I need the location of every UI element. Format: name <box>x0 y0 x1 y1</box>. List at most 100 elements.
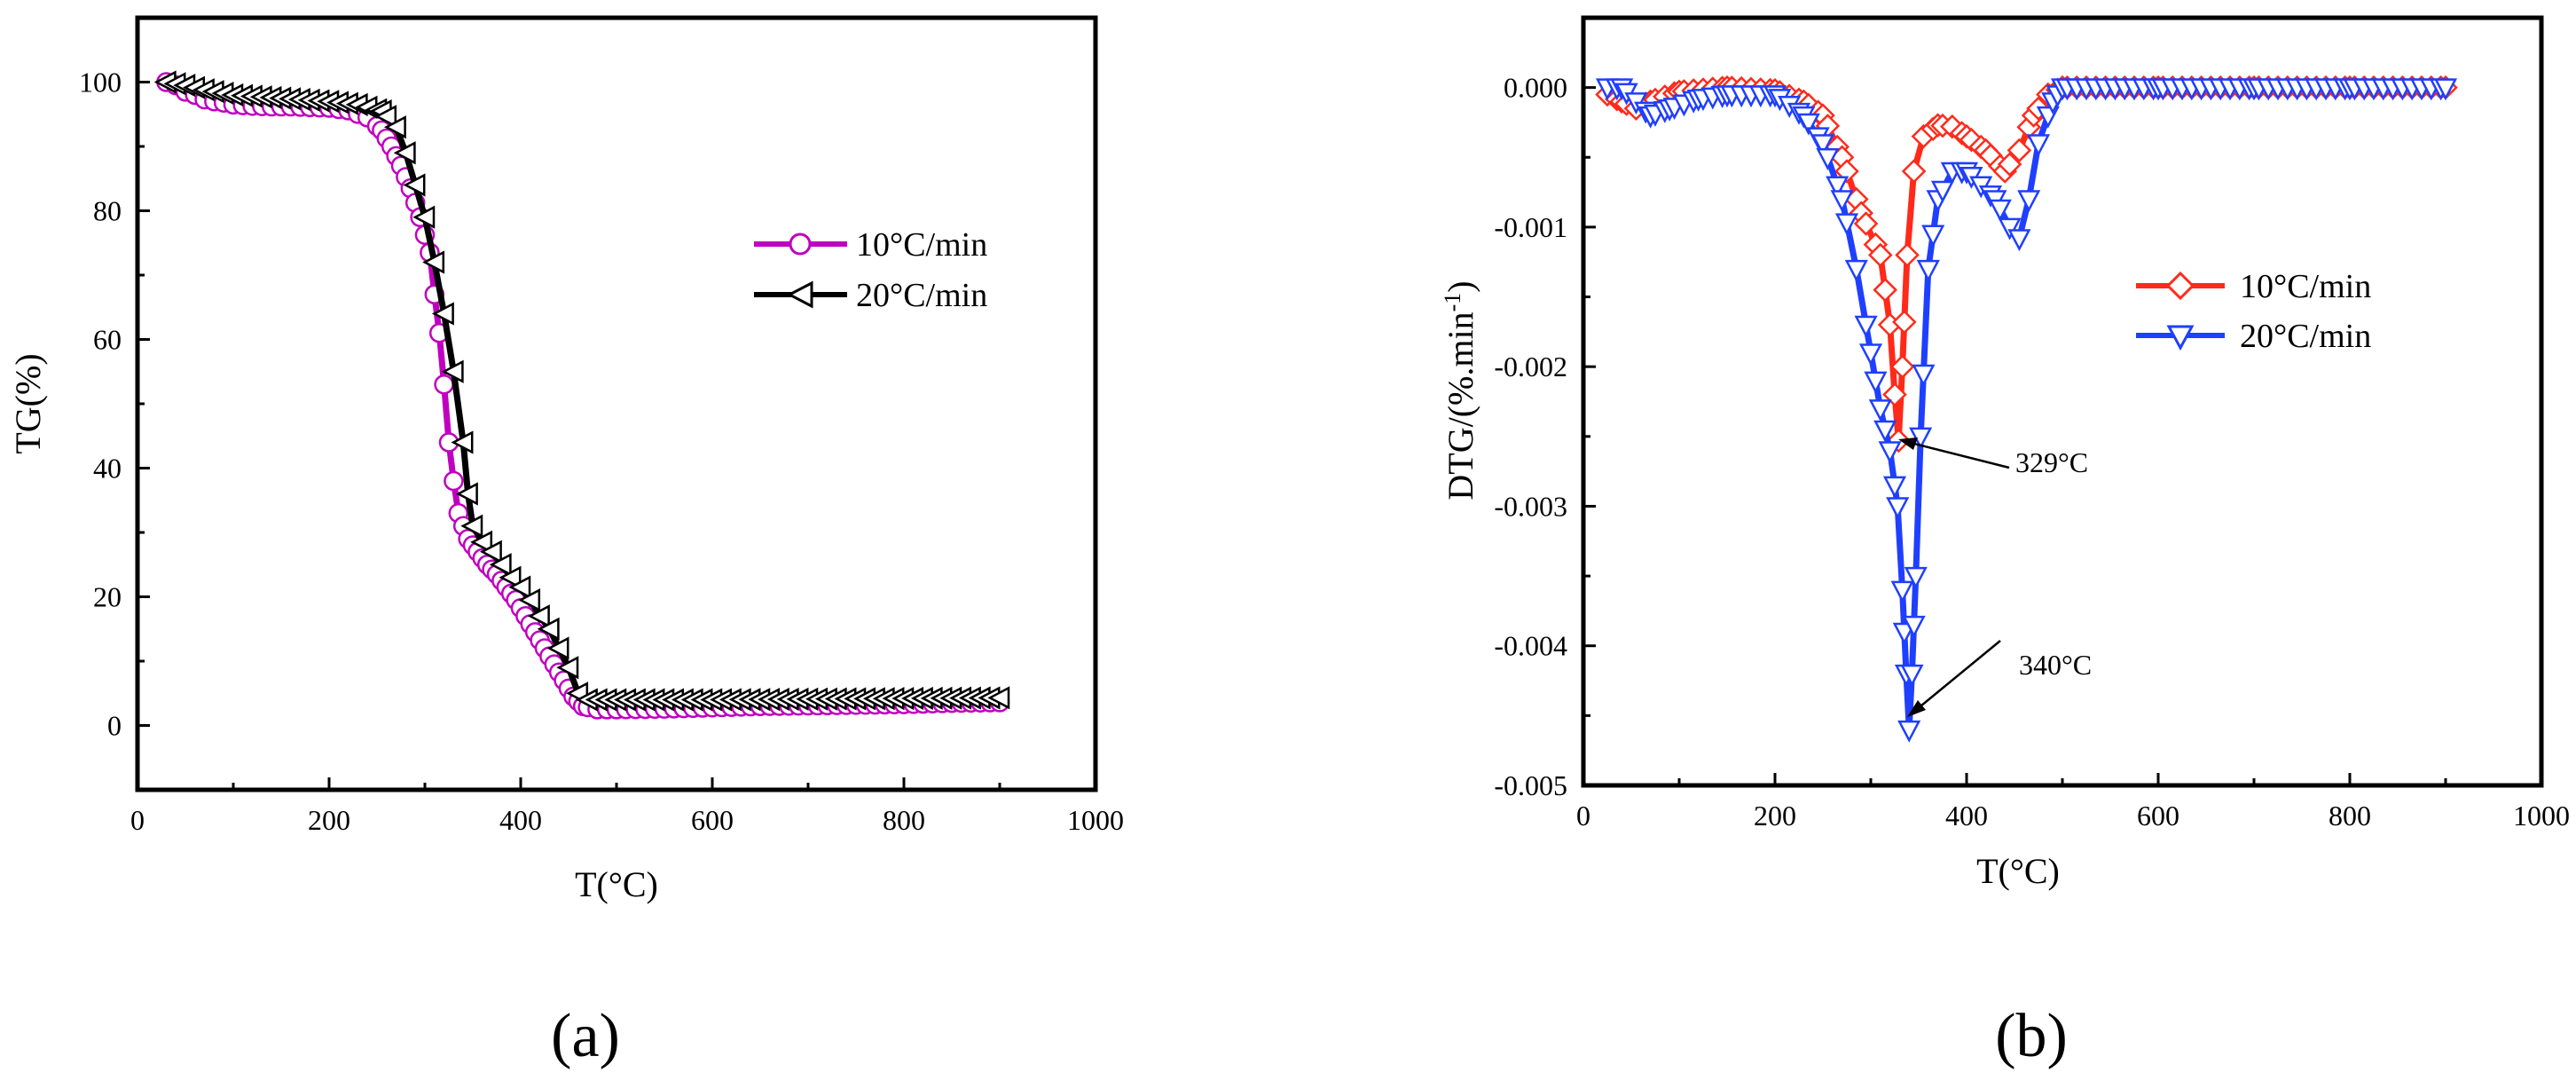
dtg-legend-label-10: 10°C/min <box>2240 268 2371 305</box>
dtg-series-1-marker <box>2017 190 2041 213</box>
dtg-annotation-340-label: 340°C <box>2019 649 2092 681</box>
tg-series-1-marker <box>374 105 397 129</box>
tg-legend-marker-20 <box>786 280 813 309</box>
tg-x-tick-label: 600 <box>691 804 734 836</box>
dtg-y-axis-title: DTG/(%.min-1) <box>1440 280 1480 500</box>
dtg-annotation-329-arrowhead <box>1898 438 1918 450</box>
tg-series-1-marker <box>460 514 483 538</box>
dtg-y-tick-label: -0.005 <box>1494 769 1567 801</box>
tg-x-axis-title: T(°C) <box>575 864 658 904</box>
tg-series-1-marker <box>412 205 436 229</box>
dtg-series-1-marker <box>1826 176 1850 199</box>
dtg-series-0-marker <box>1889 354 1915 379</box>
dtg-axis-ticks: 0 200 400 600 800 1000 0.000 -0.001 -0.002 -0.003… <box>1494 72 2570 832</box>
dtg-series-1-marker <box>1873 420 1897 443</box>
tg-series-1-marker <box>499 565 522 589</box>
tg-series-0-marker <box>444 470 464 492</box>
dtg-annotation-329-arrow <box>1906 440 2010 469</box>
dtg-series-line-0 <box>1606 84 2446 444</box>
tg-y-tick-label: 40 <box>93 453 122 485</box>
tg-x-tick-label: 0 <box>130 804 145 836</box>
dtg-annotation-329: 329°C <box>1898 438 2088 478</box>
tg-legend-marker-10 <box>789 233 812 256</box>
dtg-series-1-marker <box>1912 364 1936 387</box>
tg-x-tick-label: 1000 <box>1067 804 1124 836</box>
dtg-y-axis-title-main: DTG/(%.min <box>1441 311 1480 500</box>
tg-series-1-marker <box>455 482 478 506</box>
tg-series-1-marker <box>556 656 579 680</box>
dtg-series-1-marker <box>1904 566 1928 589</box>
dtg-series-1-marker <box>1796 113 1820 136</box>
dtg-series-1-marker <box>1886 497 1910 520</box>
dtg-series-1-marker <box>1900 664 1924 687</box>
dtg-x-tick-label: 800 <box>2329 800 2371 832</box>
dtg-series-1-marker <box>1834 213 1859 236</box>
dtg-series-1-marker <box>1854 315 1878 338</box>
dtg-x-tick-label: 200 <box>1754 800 1796 832</box>
dtg-series-1-marker <box>1844 259 1868 282</box>
dtg-series-0-marker <box>1853 211 1879 236</box>
dtg-y-tick-label: 0.000 <box>1504 72 1567 104</box>
tg-axis-ticks: 0 200 400 600 800 1000 0 20 40 60 80 100 <box>79 67 1124 837</box>
dtg-series-1-marker <box>1998 217 2022 240</box>
dtg-series-0-marker <box>1895 242 1920 268</box>
dtg-x-tick-label: 1000 <box>2513 800 2570 832</box>
dtg-annotation-340-arrow <box>1915 640 2001 711</box>
dtg-chart-panel: 0 200 400 600 800 1000 0.000 -0.001 -0.002 -0.003… <box>1440 15 2570 1070</box>
tg-series-1-marker <box>383 115 406 139</box>
tg-y-tick-label: 100 <box>79 67 122 99</box>
dtg-series-1-marker <box>1816 148 1840 170</box>
dtg-series-0-marker <box>1901 159 1927 184</box>
dtg-series-1-marker <box>1810 134 1835 157</box>
dtg-series-1-marker <box>2007 229 2031 252</box>
tg-series-line-1 <box>165 79 1001 703</box>
dtg-y-tick-label: -0.001 <box>1494 211 1567 243</box>
tg-series-layer <box>153 70 1010 720</box>
tg-series-1-marker <box>537 617 560 641</box>
dtg-series-1-marker <box>1830 190 1854 213</box>
tg-series-line-0 <box>165 79 1001 713</box>
tg-series-1-marker <box>393 141 416 165</box>
dtg-annotation-329-label: 329°C <box>2015 446 2088 478</box>
tg-chart-panel: 0 200 400 600 800 1000 0 20 40 60 80 100 T(°C) TG(%… <box>8 15 1124 1070</box>
dtg-series-1-marker <box>1921 225 1945 248</box>
tg-series-1-marker <box>441 359 464 383</box>
tg-series-1-marker <box>470 530 493 554</box>
tg-series-1-marker <box>479 540 502 564</box>
tg-y-tick-label: 60 <box>93 324 122 356</box>
tg-x-tick-label: 200 <box>308 804 350 836</box>
dtg-series-0-marker <box>1892 310 1917 335</box>
dtg-y-axis-title-close: ) <box>1441 280 1480 292</box>
tg-series-1-marker <box>451 430 474 454</box>
dtg-x-tick-label: 0 <box>1576 800 1590 832</box>
dtg-series-0-marker <box>1868 242 1893 268</box>
dtg-x-axis-title: T(°C) <box>1976 851 2060 891</box>
dtg-annotation-340-arrowhead <box>1907 700 1926 717</box>
dtg-series-layer <box>1595 75 2458 743</box>
tg-legend: 10°C/min 20°C/min <box>754 226 987 314</box>
tg-series-1-marker <box>508 575 531 599</box>
dtg-panel-label: (b) <box>1995 1002 2068 1070</box>
tg-series-1-marker <box>518 588 541 612</box>
dtg-series-1-marker <box>1930 180 1955 203</box>
tg-series-1-marker <box>546 636 569 660</box>
tg-x-tick-label: 800 <box>883 804 925 836</box>
tg-series-1-marker <box>489 553 512 577</box>
dtg-series-1-marker <box>2026 134 2051 157</box>
tg-series-0-marker <box>434 374 454 395</box>
dtg-legend: 10°C/min 20°C/min <box>2136 268 2371 355</box>
dtg-series-1-marker <box>1878 441 1902 464</box>
tg-panel-label: (a) <box>551 1002 620 1070</box>
dtg-series-1-marker <box>1882 476 1907 499</box>
tg-x-tick-label: 400 <box>499 804 542 836</box>
tg-series-1-marker <box>403 173 426 197</box>
dtg-legend-marker-20 <box>2166 325 2195 351</box>
tg-legend-label-20: 20°C/min <box>856 277 987 314</box>
dtg-legend-marker-10 <box>2165 271 2195 301</box>
tg-series-1-marker <box>527 604 550 628</box>
dtg-y-tick-label: -0.002 <box>1494 351 1567 382</box>
tg-y-axis-title: TG(%) <box>8 353 48 453</box>
tg-series-1-marker <box>431 302 454 326</box>
dtg-series-1-marker <box>1902 615 1926 638</box>
tg-legend-label-10: 10°C/min <box>856 226 987 264</box>
